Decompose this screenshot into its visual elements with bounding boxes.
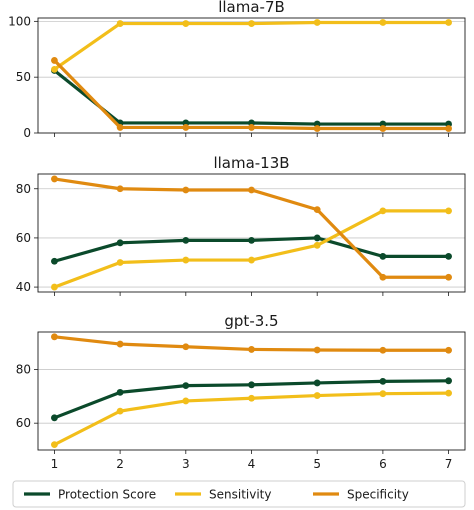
data-point	[248, 394, 255, 402]
data-point	[182, 186, 190, 194]
data-point	[445, 273, 452, 281]
data-point	[116, 388, 124, 396]
data-point	[248, 124, 255, 131]
data-point	[116, 340, 124, 348]
y-tick-label: 80	[16, 363, 31, 377]
data-point	[116, 239, 124, 247]
data-point	[51, 414, 58, 422]
data-point	[445, 207, 452, 215]
data-point	[248, 236, 255, 244]
data-point	[182, 236, 190, 244]
series-line-Sensitivity	[52, 20, 451, 71]
data-point	[51, 57, 58, 64]
y-tick-label: 60	[16, 416, 31, 430]
x-tick-label: 6	[379, 457, 387, 471]
panel-title: llama-13B	[213, 154, 289, 172]
data-point	[116, 407, 124, 415]
panel-title: gpt-3.5	[224, 312, 278, 330]
data-point	[313, 206, 321, 214]
x-tick-label: 1	[51, 457, 59, 471]
data-point	[445, 252, 452, 260]
data-point	[248, 20, 255, 27]
data-point	[313, 392, 321, 399]
plot-frame	[37, 17, 466, 134]
x-tick-label: 7	[445, 457, 453, 471]
data-point	[182, 20, 190, 27]
data-point	[182, 256, 190, 264]
data-point	[51, 257, 58, 265]
legend-label: Protection Score	[58, 488, 156, 502]
data-point	[51, 175, 58, 183]
y-tick-label: 60	[16, 231, 31, 245]
data-point	[313, 125, 321, 132]
x-tick-label: 4	[248, 457, 256, 471]
data-point	[116, 259, 124, 266]
data-point	[51, 283, 58, 291]
data-point	[445, 125, 452, 132]
data-point	[248, 346, 255, 353]
data-point	[313, 241, 321, 249]
data-point	[445, 19, 452, 26]
x-tick-label: 2	[116, 457, 124, 471]
series-line-Protection Score	[52, 68, 451, 126]
y-tick-label: 40	[16, 280, 31, 294]
y-tick-label: 0	[23, 126, 31, 140]
data-point	[116, 185, 124, 193]
data-point	[379, 252, 387, 260]
legend-label: Specificity	[347, 488, 409, 502]
data-point	[248, 256, 255, 264]
data-point	[182, 382, 190, 390]
y-tick-label: 80	[16, 182, 31, 196]
data-point	[116, 124, 124, 131]
data-point	[116, 20, 124, 27]
panel-llama-13B: 40 60 80 llama-13B	[16, 154, 466, 296]
legend-label: Sensitivity	[209, 488, 271, 502]
data-point	[182, 343, 190, 351]
data-point	[313, 19, 321, 26]
data-point	[313, 346, 321, 354]
x-tick-label: 3	[182, 457, 190, 471]
data-point	[313, 379, 321, 387]
data-point	[51, 65, 58, 73]
panel-llama-7B: 0 50 100 llama-7B	[8, 0, 466, 140]
data-point	[313, 234, 321, 242]
panel-title: llama-7B	[218, 0, 285, 16]
data-point	[445, 346, 452, 354]
panel-gpt-3.5: 60 80 gpt-3.5	[16, 312, 466, 454]
data-point	[379, 346, 387, 354]
y-tick-label: 100	[8, 14, 31, 28]
x-tick-label: 5	[313, 457, 321, 471]
data-point	[445, 377, 452, 385]
data-point	[182, 397, 190, 405]
plot-frame	[37, 173, 466, 293]
data-point	[379, 377, 387, 385]
data-point	[379, 19, 387, 26]
legend-box	[12, 480, 466, 508]
data-point	[182, 124, 190, 131]
legend: Protection Score Sensitivity Specificity	[12, 480, 466, 508]
data-point	[248, 186, 255, 194]
data-point	[379, 390, 387, 398]
data-point	[248, 381, 255, 389]
data-point	[51, 333, 58, 341]
data-point	[445, 389, 452, 397]
data-point	[379, 125, 387, 132]
data-point	[51, 441, 58, 449]
data-point	[379, 273, 387, 281]
data-point	[379, 207, 387, 215]
y-tick-label: 50	[16, 70, 31, 84]
plot-frame	[37, 331, 466, 451]
